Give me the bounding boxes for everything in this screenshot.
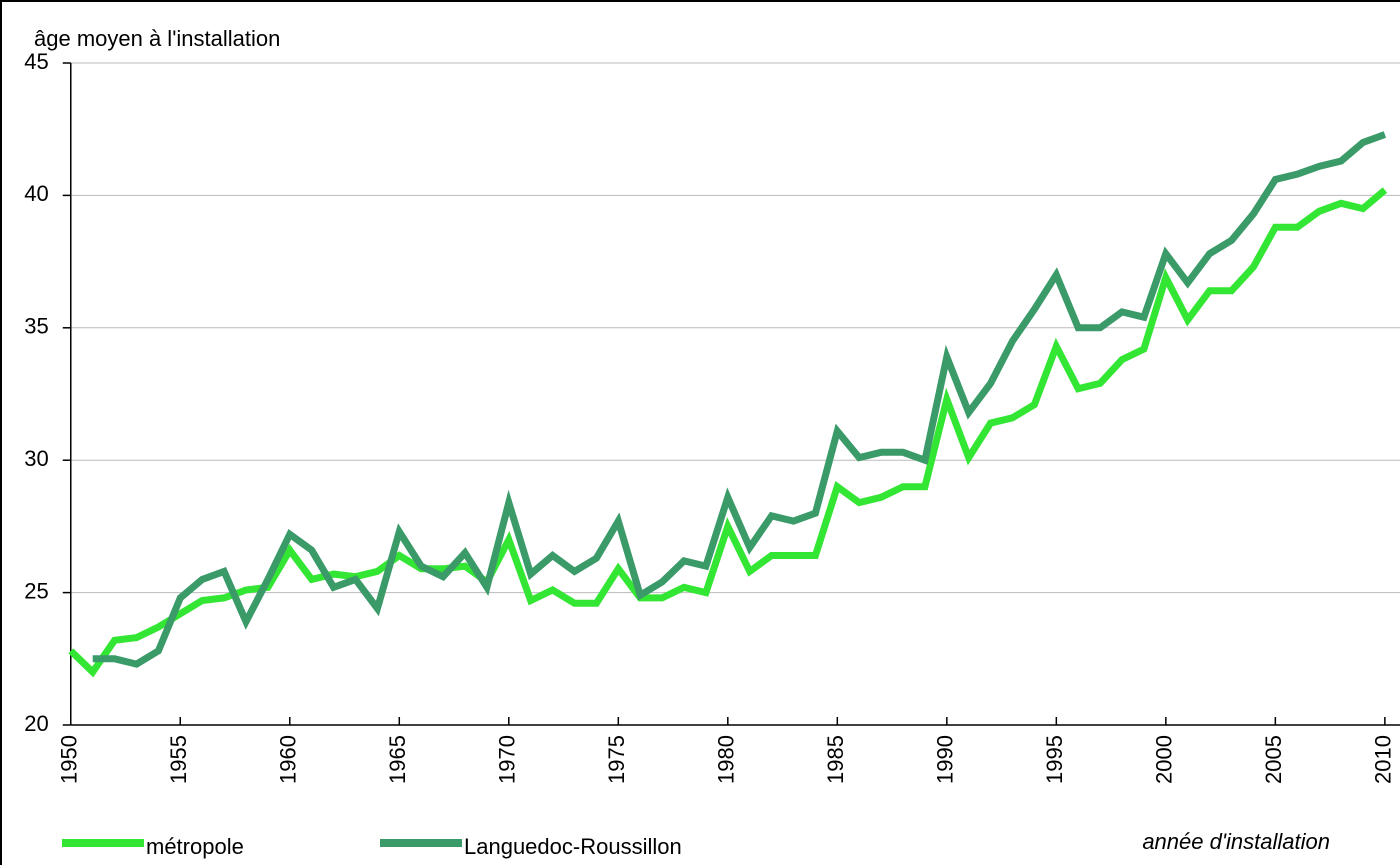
x-tick-label: 1960	[276, 735, 301, 784]
y-tick-label: 20	[24, 711, 48, 736]
x-axis-label: année d'installation	[1142, 829, 1330, 854]
legend-label: Languedoc-Roussillon	[464, 834, 682, 859]
x-tick-label: 1970	[495, 735, 520, 784]
x-tick-label: 1995	[1042, 735, 1067, 784]
y-tick-label: 30	[24, 446, 48, 471]
series-line	[68, 187, 1388, 678]
x-tick-label: 2005	[1261, 735, 1286, 784]
y-axis-label: âge moyen à l'installation	[34, 26, 280, 51]
y-tick-label: 25	[24, 578, 48, 603]
y-tick-label: 45	[24, 49, 48, 74]
series-line	[92, 131, 1387, 668]
x-tick-label: 1980	[714, 735, 739, 784]
x-tick-label: 1985	[823, 735, 848, 784]
x-tick-label: 2000	[1152, 735, 1177, 784]
x-tick-label: 1950	[57, 735, 82, 784]
y-tick-label: 35	[24, 314, 48, 339]
x-tick-label: 1990	[933, 735, 958, 784]
legend-label: métropole	[146, 834, 244, 859]
x-tick-label: 1975	[604, 735, 629, 784]
x-tick-label: 1955	[166, 735, 191, 784]
y-tick-label: 40	[24, 181, 48, 206]
x-tick-label: 2010	[1371, 735, 1396, 784]
x-tick-label: 1965	[385, 735, 410, 784]
